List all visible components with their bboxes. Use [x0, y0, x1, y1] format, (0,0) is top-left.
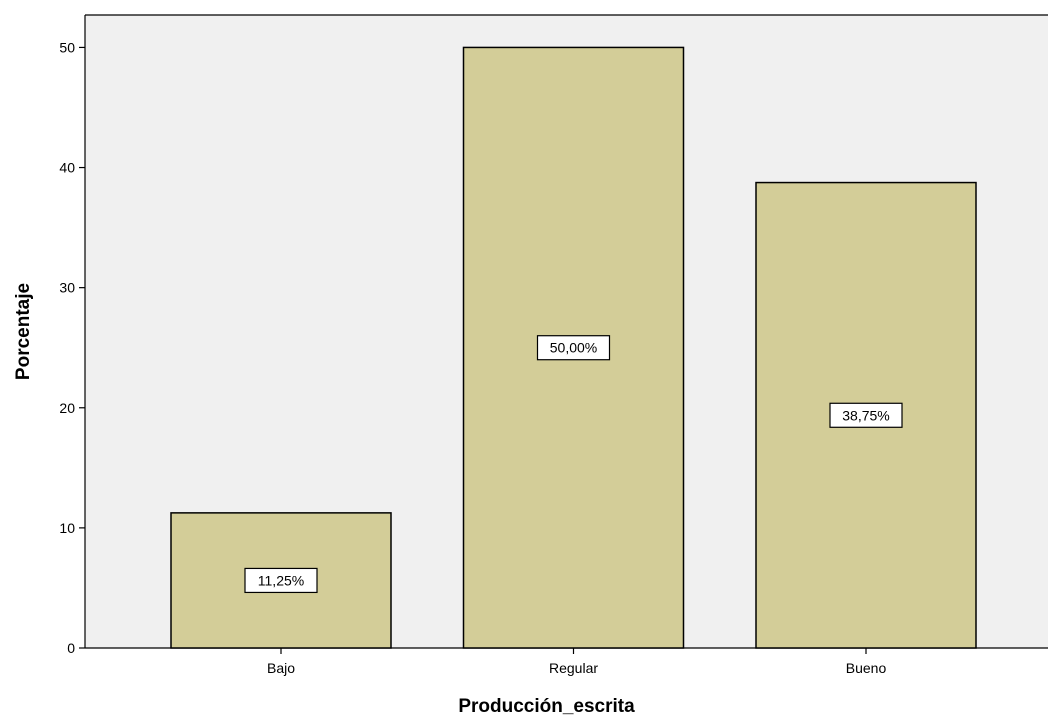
x-tick-label: Regular	[549, 660, 598, 676]
data-label: 11,25%	[244, 567, 318, 594]
data-label: 50,00%	[536, 335, 611, 361]
data-label-box	[829, 402, 903, 428]
x-tick-label: Bajo	[267, 660, 295, 676]
data-label: 38,75%	[829, 402, 903, 428]
x-axis-title: Producción_escrita	[458, 696, 635, 717]
data-label-text: 38,75%	[842, 407, 889, 423]
y-axis: 0 10 20 30 40 50	[59, 14, 1048, 656]
y-tick-label: 40	[59, 160, 75, 176]
y-tick-label: 20	[59, 400, 75, 416]
data-labels: 11,25% 50,00% 38,75%	[244, 335, 903, 594]
data-label-text: 11,25%	[258, 572, 304, 588]
y-axis-title: Porcentaje	[13, 283, 34, 380]
y-tick-label: 50	[59, 39, 75, 55]
x-axis: Bajo Regular Bueno	[85, 647, 1048, 676]
y-tick-label: 0	[67, 640, 75, 656]
data-label-box	[536, 335, 611, 361]
y-tick-label: 30	[59, 280, 75, 296]
x-tick-label: Bueno	[846, 660, 887, 676]
data-label-box	[244, 567, 318, 594]
y-tick-label: 10	[59, 520, 75, 536]
data-label-text: 50,00%	[550, 340, 597, 356]
